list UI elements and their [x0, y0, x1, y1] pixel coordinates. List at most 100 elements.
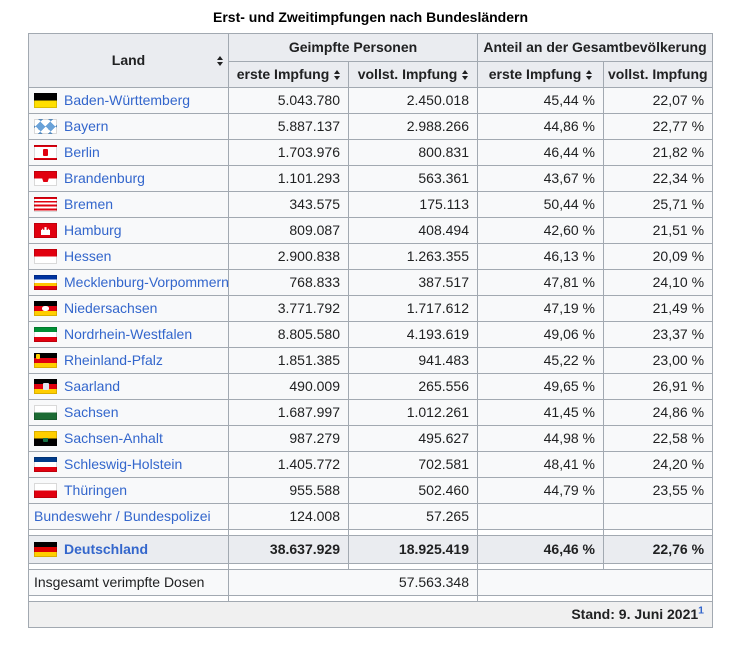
status-footer-row: Stand: 9. Juni 20211	[27, 601, 714, 628]
table-row: Schleswig-Holstein 1.405.772 702.581 48,41 …	[28, 451, 714, 478]
table-row: Bremen 343.575 175.113 50,44 % 25,71 %	[28, 191, 714, 218]
flag-icon-st	[34, 431, 57, 447]
anteil-vollst-cell: 26,91 %	[602, 373, 714, 400]
state-cell: Hamburg	[28, 217, 229, 244]
total-doses-label: Insgesamt verimpfte Dosen	[28, 569, 229, 596]
state-link[interactable]: Schleswig-Holstein	[64, 456, 183, 473]
vollst-impfung-cell: 175.113	[348, 191, 478, 218]
state-link[interactable]: Brandenburg	[64, 170, 145, 187]
flag-icon-nw	[34, 327, 57, 343]
erste-impfung-cell: 1.405.772	[228, 451, 349, 478]
state-link[interactable]: Saarland	[64, 378, 121, 395]
state-cell: Niedersachsen	[28, 295, 229, 322]
vollst-impfung-cell: 387.517	[348, 269, 478, 296]
anteil-erste-cell: 50,44 %	[477, 191, 604, 218]
reference-link[interactable]: 1	[698, 604, 705, 617]
status-footer-cell: Stand: 9. Juni 20211	[27, 601, 714, 628]
table-row: Mecklenburg-Vorpommern 768.833 387.517 47,8…	[28, 269, 714, 296]
column-header-land[interactable]: Land	[28, 33, 229, 88]
anteil-erste-cell: 48,41 %	[477, 451, 604, 478]
vollst-impfung-cell: 265.556	[348, 373, 478, 400]
anteil-erste-cell: 46,13 %	[477, 243, 604, 270]
flag-icon-by	[34, 119, 57, 135]
erste-impfung-cell: 987.279	[228, 425, 349, 452]
vollst-impfung-cell: 1.717.612	[348, 295, 478, 322]
column-header-erste-impfung-abs[interactable]: erste Impfung	[228, 61, 349, 88]
state-link[interactable]: Bremen	[64, 196, 114, 213]
erste-impfung-cell: 490.009	[228, 373, 349, 400]
flag-icon-bb	[34, 171, 57, 187]
anteil-vollst-cell: 24,20 %	[602, 451, 714, 478]
total-doses-value: 57.563.348	[228, 569, 478, 596]
state-cell: Mecklenburg-Vorpommern	[28, 269, 229, 296]
flag-icon-hb	[34, 197, 57, 213]
state-link[interactable]: Baden-Württemberg	[64, 92, 191, 109]
sort-icon[interactable]	[462, 70, 468, 80]
anteil-vollst-cell: 24,10 %	[602, 269, 714, 296]
state-link[interactable]: Sachsen-Anhalt	[64, 430, 163, 447]
state-link[interactable]: Nordrhein-Westfalen	[64, 326, 193, 343]
anteil-vollst-cell: 24,86 %	[602, 399, 714, 426]
state-link[interactable]: Sachsen	[64, 404, 119, 421]
erste-impfung-cell: 809.087	[228, 217, 349, 244]
anteil-erste-cell: 45,22 %	[477, 347, 604, 374]
erste-impfung-cell: 1.101.293	[228, 165, 349, 192]
anteil-vollst-cell: 23,55 %	[602, 477, 714, 504]
sort-icon[interactable]	[217, 56, 223, 66]
vollst-impfung-cell: 2.450.018	[348, 87, 478, 114]
state-cell: Sachsen	[28, 399, 229, 426]
sort-icon[interactable]	[586, 70, 592, 80]
flag-icon-mv	[34, 275, 57, 291]
state-link[interactable]: Berlin	[64, 144, 100, 161]
anteil-erste-cell: 45,44 %	[477, 87, 604, 114]
state-link[interactable]: Bundeswehr / Bundespolizei	[34, 508, 211, 525]
state-link-deutschland[interactable]: Deutschland	[64, 541, 149, 558]
table-row: Sachsen-Anhalt 987.279 495.627 44,98 % 22,58…	[28, 425, 714, 452]
vollst-impfung-cell: 1.263.355	[348, 243, 478, 270]
state-link[interactable]: Niedersachsen	[64, 300, 158, 317]
table-row: Baden-Württemberg 5.043.780 2.450.018 45,44…	[28, 87, 714, 114]
erste-impfung-cell: 1.703.976	[228, 139, 349, 166]
state-link[interactable]: Rheinland-Pfalz	[64, 352, 163, 369]
anteil-erste-cell: 41,45 %	[477, 399, 604, 426]
anteil-vollst-cell: 23,00 %	[602, 347, 714, 374]
flag-icon-sl	[34, 379, 57, 395]
anteil-erste-cell	[477, 503, 604, 530]
anteil-vollst-cell: 22,77 %	[602, 113, 714, 140]
anteil-vollst-cell: 20,09 %	[602, 243, 714, 270]
anteil-vollst-cell: 21,51 %	[602, 217, 714, 244]
sort-icon[interactable]	[334, 70, 340, 80]
column-header-erste-impfung-pct[interactable]: erste Impfung	[477, 61, 604, 88]
column-header-vollst-impfung-pct[interactable]: vollst. Impfung	[602, 61, 714, 88]
table-row: Rheinland-Pfalz 1.851.385 941.483 45,22 % 23…	[28, 347, 714, 374]
vollst-impfung-cell: 4.193.619	[348, 321, 478, 348]
state-cell: Deutschland	[28, 535, 229, 564]
anteil-vollst-cell: 21,49 %	[602, 295, 714, 322]
column-header-vollst-impfung-abs[interactable]: vollst. Impfung	[348, 61, 478, 88]
state-cell: Bremen	[28, 191, 229, 218]
state-cell: Saarland	[28, 373, 229, 400]
column-header-land-label: Land	[111, 52, 146, 69]
anteil-erste-cell: 44,86 %	[477, 113, 604, 140]
anteil-vollst-cell: 22,34 %	[602, 165, 714, 192]
table-row: Nordrhein-Westfalen 8.805.580 4.193.619 49,…	[28, 321, 714, 348]
state-link[interactable]: Mecklenburg-Vorpommern	[64, 274, 229, 291]
state-link[interactable]: Thüringen	[64, 482, 128, 499]
flag-icon-bw	[34, 93, 57, 109]
state-link[interactable]: Hessen	[64, 248, 112, 265]
table-row: Bayern 5.887.137 2.988.266 44,86 % 22,77 %	[28, 113, 714, 140]
state-cell: Baden-Württemberg	[28, 87, 229, 114]
article-content: Erst- und Zweitimpfungen nach Bundesländ…	[0, 0, 739, 628]
anteil-erste-cell: 46,44 %	[477, 139, 604, 166]
state-link[interactable]: Hamburg	[64, 222, 122, 239]
flag-icon-sn	[34, 405, 57, 421]
total-doses-row: Insgesamt verimpfte Dosen 57.563.348	[28, 569, 714, 596]
table-row: Saarland 490.009 265.556 49,65 % 26,91 %	[28, 373, 714, 400]
state-link[interactable]: Bayern	[64, 118, 109, 135]
table-row: Niedersachsen 3.771.792 1.717.612 47,19 % 21…	[28, 295, 714, 322]
anteil-vollst-cell: 23,37 %	[602, 321, 714, 348]
flag-icon-th	[34, 483, 57, 499]
state-cell: Hessen	[28, 243, 229, 270]
reference-link-wrap: 1	[698, 604, 704, 616]
vollst-impfung-cell: 502.460	[348, 477, 478, 504]
